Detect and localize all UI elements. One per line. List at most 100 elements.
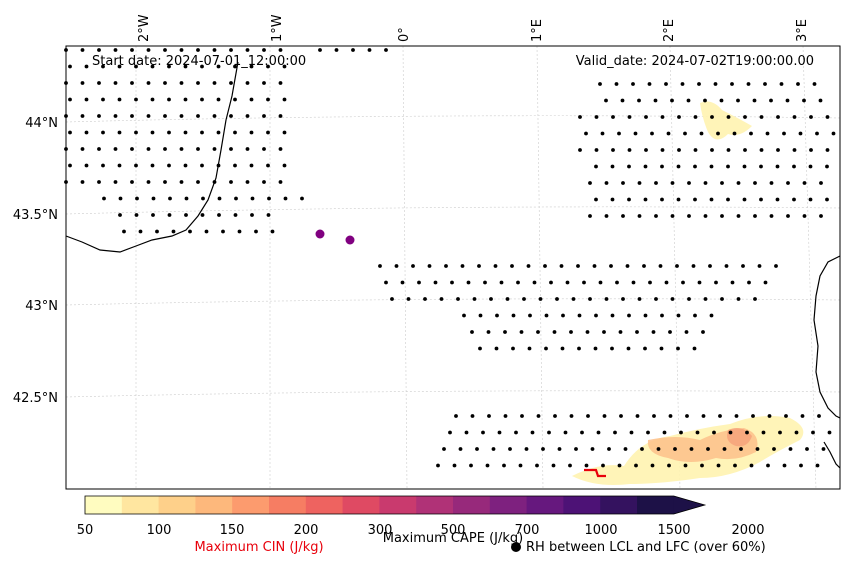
rh-dot bbox=[792, 115, 797, 119]
rh-dot bbox=[229, 48, 233, 52]
rh-dot bbox=[150, 130, 155, 135]
rh-dot bbox=[618, 330, 623, 334]
rh-dot bbox=[765, 131, 770, 136]
rh-dot bbox=[730, 280, 735, 285]
rh-dot bbox=[687, 214, 691, 218]
rh-dot bbox=[726, 148, 731, 152]
rh-dot bbox=[805, 447, 809, 451]
rh-dot bbox=[617, 463, 622, 468]
rh-dot bbox=[716, 131, 720, 136]
rh-dot bbox=[229, 147, 233, 151]
rh-dot bbox=[633, 131, 638, 136]
rh-dot bbox=[598, 280, 603, 285]
meridian-3e bbox=[802, 45, 817, 490]
rh-dot bbox=[642, 264, 646, 268]
rh-legend-marker bbox=[511, 542, 521, 552]
rh-dot bbox=[278, 180, 283, 184]
rh-dot bbox=[282, 97, 287, 102]
rh-dot bbox=[201, 196, 205, 201]
rh-dot bbox=[532, 280, 537, 285]
rh-dot bbox=[819, 181, 823, 185]
rh-dot bbox=[568, 463, 572, 468]
rh-dot bbox=[163, 180, 167, 184]
rh-dot bbox=[637, 181, 642, 185]
rh-dot bbox=[713, 82, 718, 86]
rh-dot bbox=[448, 430, 452, 435]
rh-dot bbox=[753, 214, 757, 218]
rh-dot bbox=[779, 82, 784, 86]
rh-dot bbox=[701, 330, 705, 334]
rh-dot bbox=[282, 64, 287, 69]
rh-dot bbox=[802, 98, 806, 103]
rh-dot bbox=[646, 430, 650, 435]
rh-dot bbox=[511, 313, 516, 318]
rh-dot bbox=[709, 197, 714, 202]
rh-dot bbox=[146, 180, 151, 184]
rh-dot bbox=[831, 131, 836, 136]
rh-dot bbox=[150, 163, 155, 168]
rh-dot bbox=[697, 82, 701, 86]
rh-dot bbox=[604, 181, 609, 185]
rh-dot bbox=[726, 197, 730, 202]
rh-dot bbox=[406, 297, 411, 301]
rh-dot bbox=[592, 264, 597, 268]
lon-label: 1°E bbox=[530, 19, 545, 42]
lat-label: 43.5°N bbox=[13, 208, 58, 223]
rh-dot bbox=[739, 447, 743, 451]
rh-dot bbox=[423, 297, 427, 301]
rh-dot bbox=[658, 264, 663, 268]
rh-dot bbox=[171, 229, 176, 234]
rh-dot bbox=[196, 180, 200, 184]
rh-dot bbox=[610, 313, 615, 318]
rh-dot bbox=[660, 197, 664, 202]
rh-dot bbox=[522, 297, 526, 301]
rh-dot bbox=[367, 48, 372, 52]
rh-dot bbox=[767, 414, 772, 418]
rh-dot bbox=[204, 229, 209, 234]
rh-dot bbox=[650, 463, 655, 468]
rh-dot bbox=[262, 114, 266, 118]
rh-dot bbox=[262, 81, 266, 85]
rh-dot bbox=[427, 264, 432, 268]
rh-dot bbox=[390, 297, 394, 301]
rh-dot bbox=[626, 346, 631, 351]
rh-dot bbox=[565, 280, 570, 285]
rh-dot bbox=[755, 447, 760, 451]
rh-dot bbox=[84, 163, 89, 168]
rh-dot bbox=[113, 180, 118, 184]
colorbar-extend-arrow bbox=[673, 496, 705, 514]
rh-dot bbox=[113, 147, 118, 151]
rh-dot bbox=[130, 81, 134, 85]
rh-dot bbox=[644, 148, 648, 152]
rh-dot bbox=[229, 180, 233, 184]
rh-dot bbox=[654, 214, 658, 218]
rh-dot bbox=[654, 297, 658, 301]
rh-dot bbox=[229, 81, 233, 85]
rh-dot bbox=[712, 430, 716, 435]
rh-dot bbox=[489, 297, 493, 301]
rh-dot bbox=[686, 98, 691, 103]
colorbar-tick: 150 bbox=[220, 523, 245, 538]
colorbar-segment bbox=[121, 496, 160, 514]
rh-dot bbox=[487, 414, 491, 418]
rh-dot bbox=[627, 197, 631, 202]
rh-dot bbox=[623, 447, 628, 451]
cape-patch-north bbox=[700, 101, 752, 140]
rh-dot bbox=[117, 163, 122, 168]
rh-dot bbox=[514, 430, 518, 435]
rh-dot bbox=[749, 463, 754, 468]
rh-dot bbox=[472, 297, 477, 301]
rh-dot bbox=[637, 98, 641, 103]
rh-dot bbox=[168, 196, 172, 201]
rh-dot bbox=[84, 130, 89, 135]
colorbar-segment bbox=[563, 496, 601, 514]
rh-dot bbox=[588, 214, 592, 218]
colorbar-ticks: 50 100 150 200 300 500 700 1000 1500 200… bbox=[77, 523, 765, 538]
rh-dot bbox=[689, 447, 694, 451]
cin-contour bbox=[584, 468, 606, 478]
rh-dot bbox=[497, 430, 502, 435]
rh-dot bbox=[283, 196, 288, 201]
rh-dot bbox=[631, 82, 635, 86]
rh-dot bbox=[216, 64, 221, 69]
rh-dot bbox=[598, 82, 602, 86]
